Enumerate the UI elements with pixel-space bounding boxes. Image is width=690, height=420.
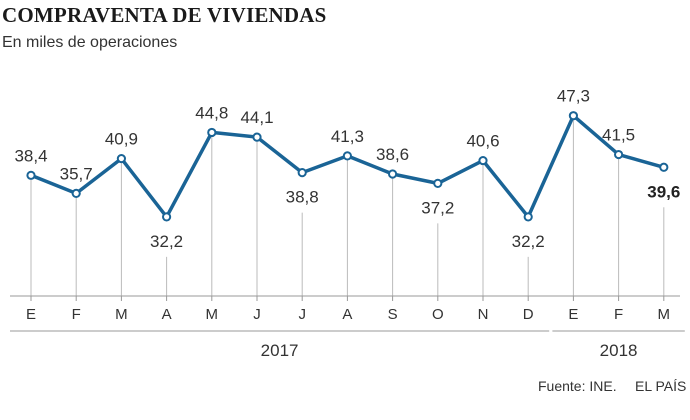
x-tick-label: N xyxy=(478,306,489,323)
x-tick-label: O xyxy=(432,306,444,323)
data-label: 32,2 xyxy=(512,232,545,251)
x-tick-label: A xyxy=(342,306,352,323)
data-point xyxy=(297,168,307,178)
x-tick-label: M xyxy=(115,306,128,323)
x-tick-label: E xyxy=(568,306,578,323)
data-point xyxy=(162,212,172,222)
data-label: 41,5 xyxy=(602,126,635,145)
x-tick-label: J xyxy=(298,306,306,323)
data-point xyxy=(207,127,217,138)
data-point xyxy=(116,153,127,164)
x-tick-label: E xyxy=(26,306,36,323)
data-point xyxy=(478,155,488,166)
x-axis-ticks xyxy=(30,296,665,301)
x-tick-label: A xyxy=(162,306,172,323)
x-tick-label: F xyxy=(614,306,623,323)
x-tick-label: S xyxy=(388,306,398,323)
line-chart: E F M A M J J A S O N D E F M 2017 2018 38,4 35,7 40,9 32,… xyxy=(10,87,685,360)
brand-logo-text: EL PAÍS xyxy=(635,378,687,394)
data-label: 32,2 xyxy=(150,232,183,251)
data-label: 40,6 xyxy=(466,132,499,151)
data-points xyxy=(26,111,669,222)
data-label: 44,1 xyxy=(240,108,273,127)
drop-lines xyxy=(30,115,665,296)
data-label: 39,6 xyxy=(647,182,680,201)
data-point xyxy=(71,188,81,199)
chart-title: COMPRAVENTA DE VIVIENDAS xyxy=(2,3,327,27)
data-labels: 38,4 35,7 40,9 32,2 44,8 44,1 38,8 41,3 38,6 37,2… xyxy=(14,87,680,251)
data-point xyxy=(614,149,624,160)
data-label: 40,9 xyxy=(105,130,138,149)
data-point xyxy=(388,169,398,179)
source-note: Fuente: INE. xyxy=(538,378,617,394)
year-label: 2017 xyxy=(261,341,299,360)
year-label: 2018 xyxy=(600,341,638,360)
x-tick-label: M xyxy=(658,306,671,323)
chart-subtitle: En miles de operaciones xyxy=(2,34,178,51)
data-label: 35,7 xyxy=(60,164,93,183)
data-label: 38,4 xyxy=(14,146,47,165)
x-tick-label: F xyxy=(72,306,81,323)
data-point xyxy=(433,178,443,188)
data-point xyxy=(342,151,352,161)
x-tick-label: D xyxy=(523,306,534,323)
year-groups: 2017 2018 xyxy=(10,330,685,360)
data-label: 47,3 xyxy=(557,87,590,106)
x-tick-label: J xyxy=(253,306,261,323)
data-point xyxy=(659,162,669,172)
data-label: 37,2 xyxy=(421,198,454,217)
data-label: 44,8 xyxy=(195,103,228,122)
data-label: 41,3 xyxy=(331,127,364,146)
data-label: 38,6 xyxy=(376,145,409,164)
x-tick-label: M xyxy=(206,306,219,323)
data-label: 38,8 xyxy=(286,188,319,207)
data-point xyxy=(26,170,36,180)
data-point xyxy=(523,212,533,222)
data-point xyxy=(568,111,579,121)
data-point xyxy=(252,132,262,142)
